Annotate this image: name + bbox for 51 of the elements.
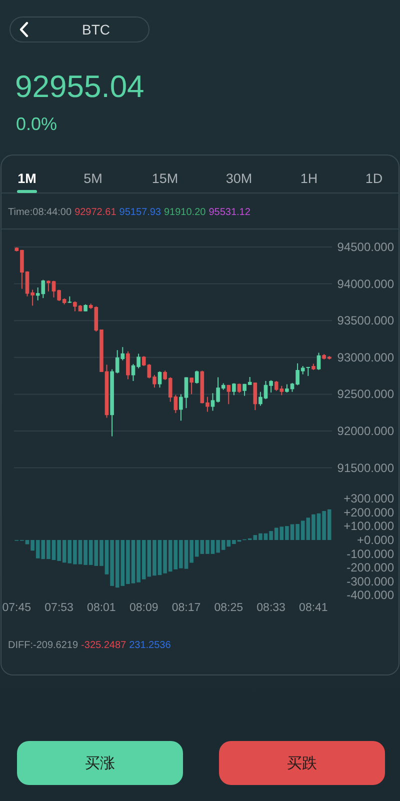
y-tick-label: 92000.000 [337,424,394,438]
text: 15M [152,171,178,186]
y-tick-label: -400.000 [346,588,394,602]
candlestick [190,377,194,395]
y-tick-label: +300.000 [344,492,394,506]
text: 买涨 [85,755,115,772]
candlestick [126,350,130,380]
y-tick-label: 91500.000 [337,460,394,475]
candlestick [226,384,231,405]
y-tick-label: +0.000 [356,533,394,547]
x-tick-label: 08:33 [256,602,286,614]
text: 231.2536 [129,640,172,651]
text: 91910.20 [164,207,206,218]
y-tick-label: 93500.000 [337,314,394,328]
text: 1M [18,171,36,186]
y-tick-label: 93000.000 [337,350,394,364]
candlestick [232,382,236,396]
x-tick-label: 07:45 [2,602,32,614]
candlestick [158,370,162,388]
text: 1H [300,171,318,186]
x-tick-label: 08:01 [87,602,116,614]
y-tick-label: -100.000 [346,546,394,561]
candlestick [316,352,321,370]
candlestick [237,383,242,394]
text: 30M [226,171,252,186]
text: 1D [365,171,383,186]
candlestick [253,382,258,411]
text: 5M [84,171,102,186]
text: 92955.04 [15,69,144,104]
text: 95157.93 [119,207,162,218]
y-tick-label: +100.000 [344,519,394,534]
x-tick-label: 07:53 [44,602,74,614]
x-tick-label: 08:17 [172,602,201,614]
y-tick-label: -200.000 [346,560,394,575]
y-tick-label: -300.000 [346,574,394,588]
x-tick-label: 08:41 [299,602,328,614]
text: Time:08:44:00 [8,207,72,218]
text: 0.0% [16,114,58,134]
text: -325.2487 [81,640,127,651]
text: 95531.12 [208,207,251,218]
x-tick-label: 08:25 [214,602,244,614]
y-tick-label: 94000.000 [337,276,394,291]
text: 买跌 [287,755,317,772]
x-tick-label: 08:09 [129,602,158,614]
y-tick-label: 92500.000 [337,387,394,402]
candlestick [194,370,199,384]
text: 92972.61 [74,207,117,218]
text: BTC [82,22,110,38]
y-tick-label: 94500.000 [337,240,394,254]
text: DIFF:-209.6219 [8,640,78,651]
y-tick-label: +200.000 [344,505,394,520]
